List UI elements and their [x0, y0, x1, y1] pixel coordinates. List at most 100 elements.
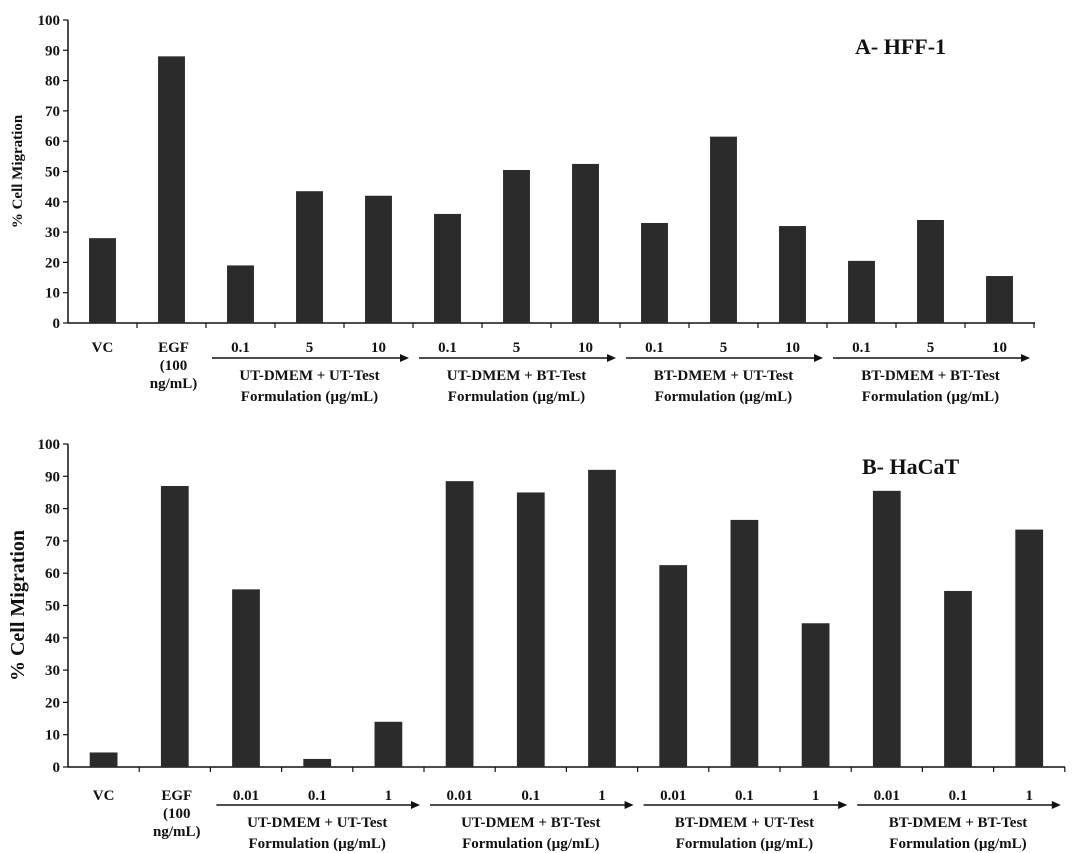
arrow-head-icon — [607, 354, 616, 362]
group-label-line1: UT-DMEM + BT-Test — [447, 368, 586, 384]
y-tick-label: 10 — [45, 728, 60, 744]
y-tick-label: 80 — [45, 502, 60, 518]
dose-label: 0.1 — [645, 340, 664, 356]
bar — [227, 265, 254, 323]
y-tick-label: 40 — [45, 195, 60, 211]
category-label-egf: EGF — [158, 340, 189, 356]
y-tick-label: 20 — [45, 255, 60, 271]
bar — [232, 589, 260, 767]
category-label-egf: ng/mL) — [150, 376, 198, 392]
dose-label: 1 — [812, 788, 820, 804]
y-axis-label: % Cell Migration — [7, 530, 29, 681]
y-tick-label: 40 — [45, 631, 60, 647]
group-label-line2: Formulation (µg/mL) — [862, 389, 999, 405]
chart-title: B- HaCaT — [862, 454, 960, 479]
dose-label: 0.01 — [874, 788, 900, 804]
group-label-line1: BT-DMEM + UT-Test — [675, 815, 814, 831]
bar — [659, 565, 688, 767]
group-label-line1: UT-DMEM + BT-Test — [461, 815, 600, 831]
bar — [944, 590, 972, 767]
bar — [296, 191, 323, 323]
bar — [986, 276, 1013, 323]
dose-label: 5 — [306, 340, 314, 356]
bar — [374, 721, 403, 767]
dose-label: 0.1 — [438, 340, 457, 356]
y-tick-label: 100 — [38, 13, 61, 29]
arrow-head-icon — [1021, 354, 1030, 362]
bar — [160, 485, 189, 767]
arrow-head-icon — [1051, 801, 1061, 809]
group-label-line1: UT-DMEM + UT-Test — [239, 368, 379, 384]
y-tick-label: 100 — [38, 437, 61, 453]
bar — [503, 169, 530, 323]
bar — [572, 163, 599, 323]
group-label-line1: BT-DMEM + BT-Test — [889, 815, 1028, 831]
group-label-line1: BT-DMEM + UT-Test — [654, 368, 793, 384]
y-tick-label: 0 — [53, 760, 61, 776]
y-tick-label: 50 — [45, 599, 60, 615]
chart-panel-a: 0 10 20 30 40 50 60 70 80 90 100 A- HFF-1 % Cell Mig… — [10, 13, 1035, 405]
y-tick-label: 90 — [45, 43, 60, 59]
category-label-egf: (100 — [163, 806, 191, 822]
group-label-line2: Formulation (µg/mL) — [249, 836, 386, 852]
chart-panel-b: 0 10 20 30 40 50 60 70 80 90 100 B- HaCaT % Cell Mig… — [7, 437, 1066, 852]
bar — [89, 238, 116, 323]
dose-label: 5 — [927, 340, 935, 356]
y-tick-label: 80 — [45, 74, 60, 90]
group-label-line2: Formulation (µg/mL) — [448, 389, 585, 405]
bar — [516, 492, 545, 767]
bar — [848, 260, 875, 323]
y-axis-label: % Cell Migration — [10, 114, 26, 228]
y-tick-label: 0 — [53, 316, 61, 332]
group-label-line1: BT-DMEM + BT-Test — [861, 368, 1000, 384]
dose-label: 10 — [578, 340, 593, 356]
category-label-vc: VC — [93, 788, 115, 804]
bar — [365, 195, 392, 323]
group-label-line2: Formulation (µg/mL) — [241, 389, 378, 405]
dose-label: 0.1 — [949, 788, 968, 804]
group-label-line2: Formulation (µg/mL) — [462, 836, 599, 852]
arrow-head-icon — [624, 801, 634, 809]
bar — [303, 758, 332, 767]
chart-title: A- HFF-1 — [855, 34, 946, 59]
y-tick-label: 10 — [45, 286, 60, 302]
bar — [710, 136, 737, 323]
bar — [588, 469, 616, 767]
dose-label: 1 — [598, 788, 606, 804]
y-tick-label: 50 — [45, 165, 60, 181]
dose-label: 0.1 — [852, 340, 871, 356]
dose-label: 0.01 — [233, 788, 259, 804]
bar — [779, 226, 806, 323]
dose-label: 0.1 — [231, 340, 250, 356]
bar — [801, 623, 830, 767]
arrow-head-icon — [838, 801, 848, 809]
arrow-head-icon — [411, 801, 420, 809]
bar — [641, 223, 668, 323]
category-label-egf: ng/mL) — [153, 824, 201, 840]
category-label-egf: (100 — [160, 358, 188, 374]
y-tick-label: 60 — [45, 134, 60, 150]
y-tick-label: 60 — [45, 566, 60, 582]
group-label-line1: UT-DMEM + UT-Test — [247, 815, 387, 831]
dose-label: 1 — [1025, 788, 1033, 804]
bar — [917, 219, 944, 323]
group-label-line2: Formulation (µg/mL) — [676, 836, 813, 852]
y-tick-label: 30 — [45, 225, 60, 241]
bar — [89, 752, 118, 767]
bar — [434, 213, 461, 323]
bar — [1015, 529, 1044, 767]
arrow-head-icon — [814, 354, 823, 362]
dose-label: 0.01 — [446, 788, 472, 804]
y-tick-label: 20 — [45, 695, 60, 711]
dose-label: 0.1 — [735, 788, 754, 804]
bar — [445, 481, 474, 767]
group-label-line2: Formulation (µg/mL) — [889, 836, 1026, 852]
dose-label: 0.1 — [308, 788, 327, 804]
y-tick-label: 90 — [45, 469, 60, 485]
bar — [730, 519, 759, 767]
dose-label: 0.1 — [521, 788, 540, 804]
bar — [158, 56, 185, 324]
y-tick-label: 30 — [45, 663, 60, 679]
y-tick-label: 70 — [45, 534, 60, 550]
